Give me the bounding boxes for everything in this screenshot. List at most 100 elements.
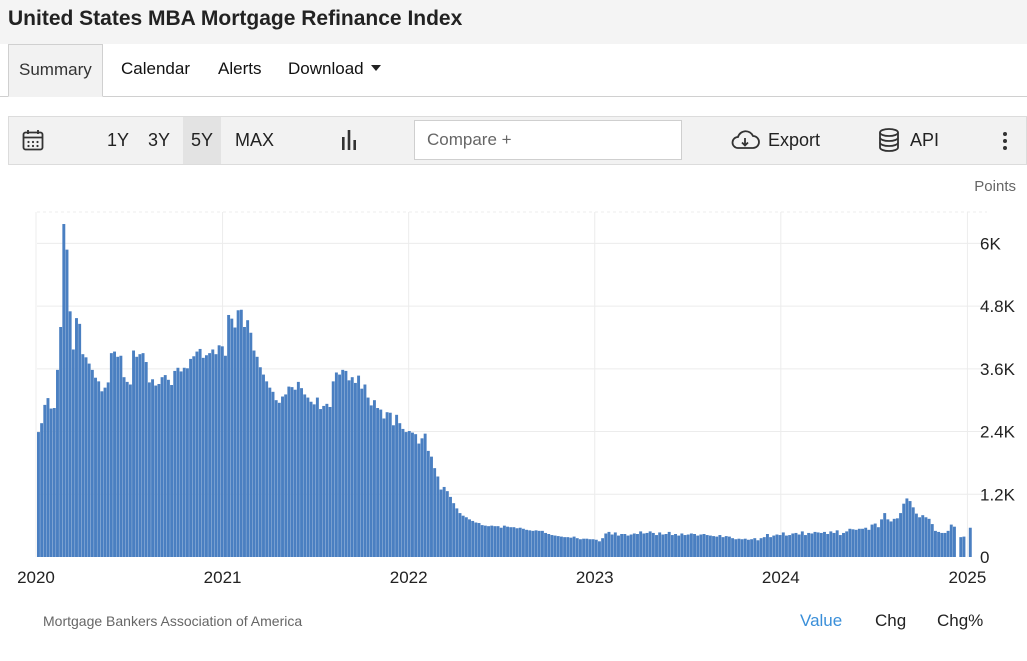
x-tick-label: 2024: [762, 568, 800, 587]
export-label: Export: [768, 130, 821, 150]
data-bar: [477, 523, 481, 557]
data-bar: [483, 525, 487, 557]
data-bar: [113, 351, 116, 557]
data-bar: [918, 517, 922, 557]
compare-input[interactable]: [414, 120, 682, 160]
data-bar: [534, 530, 538, 557]
data-bar: [899, 513, 903, 557]
data-bar: [493, 526, 497, 557]
data-bar: [341, 369, 345, 557]
chart-toolbar: 1Y 3Y 5Y MAX Export API: [8, 116, 1027, 165]
data-bar: [357, 375, 361, 557]
data-bar: [506, 526, 509, 557]
data-bar: [325, 403, 329, 557]
data-bar: [661, 534, 665, 557]
tab-download[interactable]: Download: [288, 44, 381, 96]
data-bar: [851, 529, 855, 557]
data-bar: [227, 314, 231, 557]
export-button[interactable]: Export: [730, 117, 820, 164]
data-bar: [293, 389, 297, 557]
data-bar: [781, 532, 785, 557]
data-bar: [816, 532, 820, 557]
data-bar: [753, 538, 757, 557]
x-tick-label: 2020: [17, 568, 55, 587]
data-bar: [746, 539, 750, 557]
data-bar: [192, 356, 196, 557]
tab-summary[interactable]: Summary: [8, 44, 103, 97]
data-bar: [239, 309, 243, 557]
data-bar: [255, 356, 259, 557]
data-bar: [794, 532, 798, 557]
data-bar: [791, 533, 795, 557]
data-bar: [487, 526, 490, 557]
y-tick-label: 0: [980, 548, 989, 567]
data-bar: [62, 224, 66, 557]
data-bar: [807, 532, 811, 557]
data-bar: [905, 498, 909, 557]
data-bar: [201, 357, 205, 557]
data-bar: [835, 530, 839, 557]
data-bar: [651, 532, 655, 557]
data-bar: [490, 525, 494, 557]
range-1y[interactable]: 1Y: [107, 130, 130, 150]
data-bar: [702, 534, 706, 557]
range-5y[interactable]: 5Y: [183, 117, 222, 164]
data-bar: [277, 402, 281, 557]
data-bar: [762, 537, 766, 557]
data-bar: [230, 318, 234, 557]
data-bar: [471, 520, 475, 557]
data-bar: [338, 374, 342, 557]
data-bar: [924, 517, 928, 557]
data-bar: [933, 530, 937, 557]
data-bar: [430, 456, 433, 557]
data-bar: [604, 533, 608, 557]
data-bar: [334, 372, 338, 557]
data-bar: [639, 531, 643, 557]
tab-alerts[interactable]: Alerts: [218, 59, 262, 78]
data-bar: [468, 519, 471, 557]
view-value-button[interactable]: Value: [800, 611, 843, 630]
data-bar: [731, 538, 735, 557]
data-bar: [233, 327, 237, 557]
data-bar: [132, 350, 135, 557]
more-vertical-icon[interactable]: [1002, 131, 1008, 151]
data-bar: [78, 323, 82, 557]
data-bar: [515, 528, 519, 557]
data-bar: [439, 489, 443, 557]
range-max[interactable]: MAX: [235, 130, 275, 150]
data-bar: [109, 353, 113, 557]
data-bar: [417, 443, 421, 557]
range-3y[interactable]: 3Y: [148, 130, 171, 150]
data-bar: [170, 385, 174, 557]
data-bar: [179, 371, 183, 557]
data-bar: [959, 537, 963, 557]
view-chg-button[interactable]: Chg: [875, 611, 907, 630]
data-bar: [772, 535, 776, 557]
data-bar: [414, 434, 418, 557]
data-bar: [864, 527, 868, 557]
data-bar: [43, 404, 47, 557]
data-bar: [518, 527, 522, 557]
data-bar: [347, 380, 351, 557]
data-bar: [281, 396, 284, 557]
data-bar: [578, 539, 582, 557]
data-bar: [648, 531, 652, 557]
data-bar: [328, 406, 332, 557]
data-bar: [480, 525, 484, 557]
data-bar: [404, 432, 408, 557]
tab-bar: Summary Calendar Alerts Download: [0, 44, 1027, 97]
view-chg-percent-button[interactable]: Chg%: [937, 611, 984, 630]
calendar-icon[interactable]: [22, 129, 44, 153]
data-bar: [842, 532, 845, 557]
data-bar: [629, 534, 633, 557]
bar-chart-icon[interactable]: [339, 130, 359, 152]
data-bar: [249, 332, 253, 557]
data-bar: [128, 384, 132, 557]
data-bar: [144, 362, 148, 557]
data-bar: [556, 536, 560, 557]
tab-calendar[interactable]: Calendar: [121, 59, 190, 78]
data-bar: [873, 523, 877, 557]
data-bar: [848, 528, 852, 557]
api-button[interactable]: API: [878, 117, 939, 164]
data-bar: [496, 526, 500, 557]
